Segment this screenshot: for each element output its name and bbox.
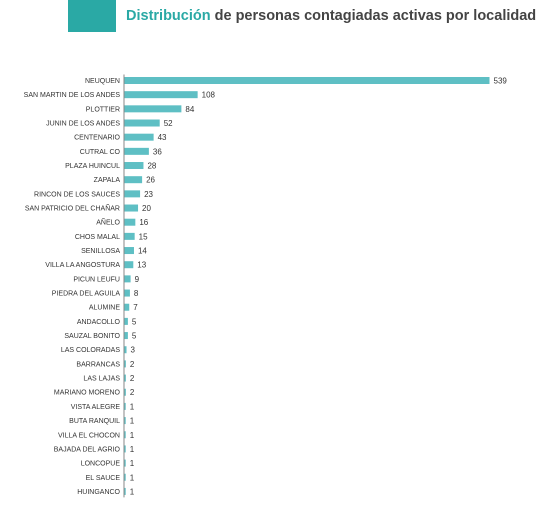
category-label: JUNIN DE LOS ANDES xyxy=(46,121,120,128)
bar xyxy=(124,388,126,396)
bar xyxy=(124,133,154,141)
bar xyxy=(124,77,490,84)
value-label: 9 xyxy=(135,275,140,284)
value-label: 2 xyxy=(130,374,135,383)
bar xyxy=(124,275,131,283)
bar xyxy=(124,317,128,325)
category-label: MARIANO MORENO xyxy=(54,390,121,397)
value-label: 1 xyxy=(130,431,135,440)
bar xyxy=(124,261,134,269)
category-label: PICUN LEUFU xyxy=(73,276,120,283)
value-label: 26 xyxy=(146,176,155,185)
category-label: PLOTTIER xyxy=(86,106,120,113)
bar xyxy=(124,119,160,127)
category-label: RINCON DE LOS SAUCES xyxy=(34,191,120,198)
category-label: VISTA ALEGRE xyxy=(71,404,121,411)
value-label: 1 xyxy=(130,417,135,426)
bar xyxy=(124,147,149,155)
bar xyxy=(124,459,126,467)
bar xyxy=(124,445,126,453)
category-label: VILLA EL CHOCON xyxy=(58,432,120,439)
value-label: 7 xyxy=(133,303,138,312)
value-label: 28 xyxy=(147,162,156,171)
bar xyxy=(124,417,126,425)
category-label: VILLA LA ANGOSTURA xyxy=(45,262,120,269)
category-label: SENILLOSA xyxy=(81,248,120,255)
value-label: 43 xyxy=(158,133,167,142)
value-label: 1 xyxy=(130,459,135,468)
value-label: 16 xyxy=(139,218,148,227)
bar xyxy=(124,402,126,410)
category-label: NEUQUEN xyxy=(85,78,120,85)
category-label: LONCOPUE xyxy=(81,461,121,468)
bar xyxy=(124,162,144,170)
header-accent-block xyxy=(68,0,116,32)
category-label: ZAPALA xyxy=(94,177,121,184)
bar xyxy=(124,218,136,226)
bar xyxy=(124,374,126,382)
category-label: EL SAUCE xyxy=(86,475,121,482)
value-label: 5 xyxy=(132,317,137,326)
value-label: 1 xyxy=(130,402,135,411)
bar xyxy=(124,303,130,311)
category-label: CUTRAL CO xyxy=(80,149,121,156)
category-label: ALUMINE xyxy=(89,305,120,312)
category-label: CENTENARIO xyxy=(74,135,120,142)
category-label: BARRANCAS xyxy=(76,361,120,368)
value-label: 1 xyxy=(130,487,135,496)
value-label: 20 xyxy=(142,204,151,213)
value-label: 23 xyxy=(144,190,153,199)
bar xyxy=(124,232,135,240)
bar xyxy=(124,176,143,184)
bar xyxy=(124,360,126,368)
category-label: BAJADA DEL AGRIO xyxy=(54,446,121,453)
value-label: 14 xyxy=(138,247,147,256)
category-label: HUINGANCO xyxy=(77,489,120,496)
chart-title: Distribución de personas contagiadas act… xyxy=(126,8,536,24)
bar xyxy=(124,105,182,113)
category-label: BUTA RANQUIL xyxy=(69,418,120,425)
bar xyxy=(124,247,134,255)
category-label: PLAZA HUINCUL xyxy=(65,163,120,170)
value-label: 8 xyxy=(134,289,139,298)
chart-title-rest: de personas contagiadas activas por loca… xyxy=(210,8,537,24)
category-label: AÑELO xyxy=(96,218,120,227)
bar xyxy=(124,190,141,198)
bar xyxy=(124,487,126,495)
bar xyxy=(124,473,126,481)
value-label: 2 xyxy=(130,388,135,397)
category-label: PIEDRA DEL AGUILA xyxy=(52,291,121,298)
category-label: LAS LAJAS xyxy=(83,376,120,383)
value-label: 108 xyxy=(202,91,216,100)
category-label: SAN MARTIN DE LOS ANDES xyxy=(24,92,121,99)
value-label: 84 xyxy=(185,105,194,114)
bar xyxy=(124,346,127,354)
value-label: 3 xyxy=(131,346,136,355)
category-label: LAS COLORADAS xyxy=(61,347,120,354)
value-label: 52 xyxy=(164,119,173,128)
value-label: 539 xyxy=(494,77,508,86)
category-label: SAN PATRICIO DEL CHAÑAR xyxy=(25,204,120,213)
value-label: 13 xyxy=(137,261,146,270)
value-label: 1 xyxy=(130,445,135,454)
value-label: 36 xyxy=(153,147,162,156)
bar xyxy=(124,289,130,297)
value-label: 15 xyxy=(139,232,148,241)
category-label: ANDACOLLO xyxy=(77,319,121,326)
value-label: 5 xyxy=(132,332,137,341)
chart-title-accent: Distribución xyxy=(126,8,211,24)
category-label: SAUZAL BONITO xyxy=(64,333,120,340)
bar xyxy=(124,332,128,340)
category-label: CHOS MALAL xyxy=(75,234,120,241)
value-label: 1 xyxy=(130,473,135,482)
bar xyxy=(124,431,126,439)
bar xyxy=(124,91,198,99)
bar xyxy=(124,204,139,212)
value-label: 2 xyxy=(130,360,135,369)
